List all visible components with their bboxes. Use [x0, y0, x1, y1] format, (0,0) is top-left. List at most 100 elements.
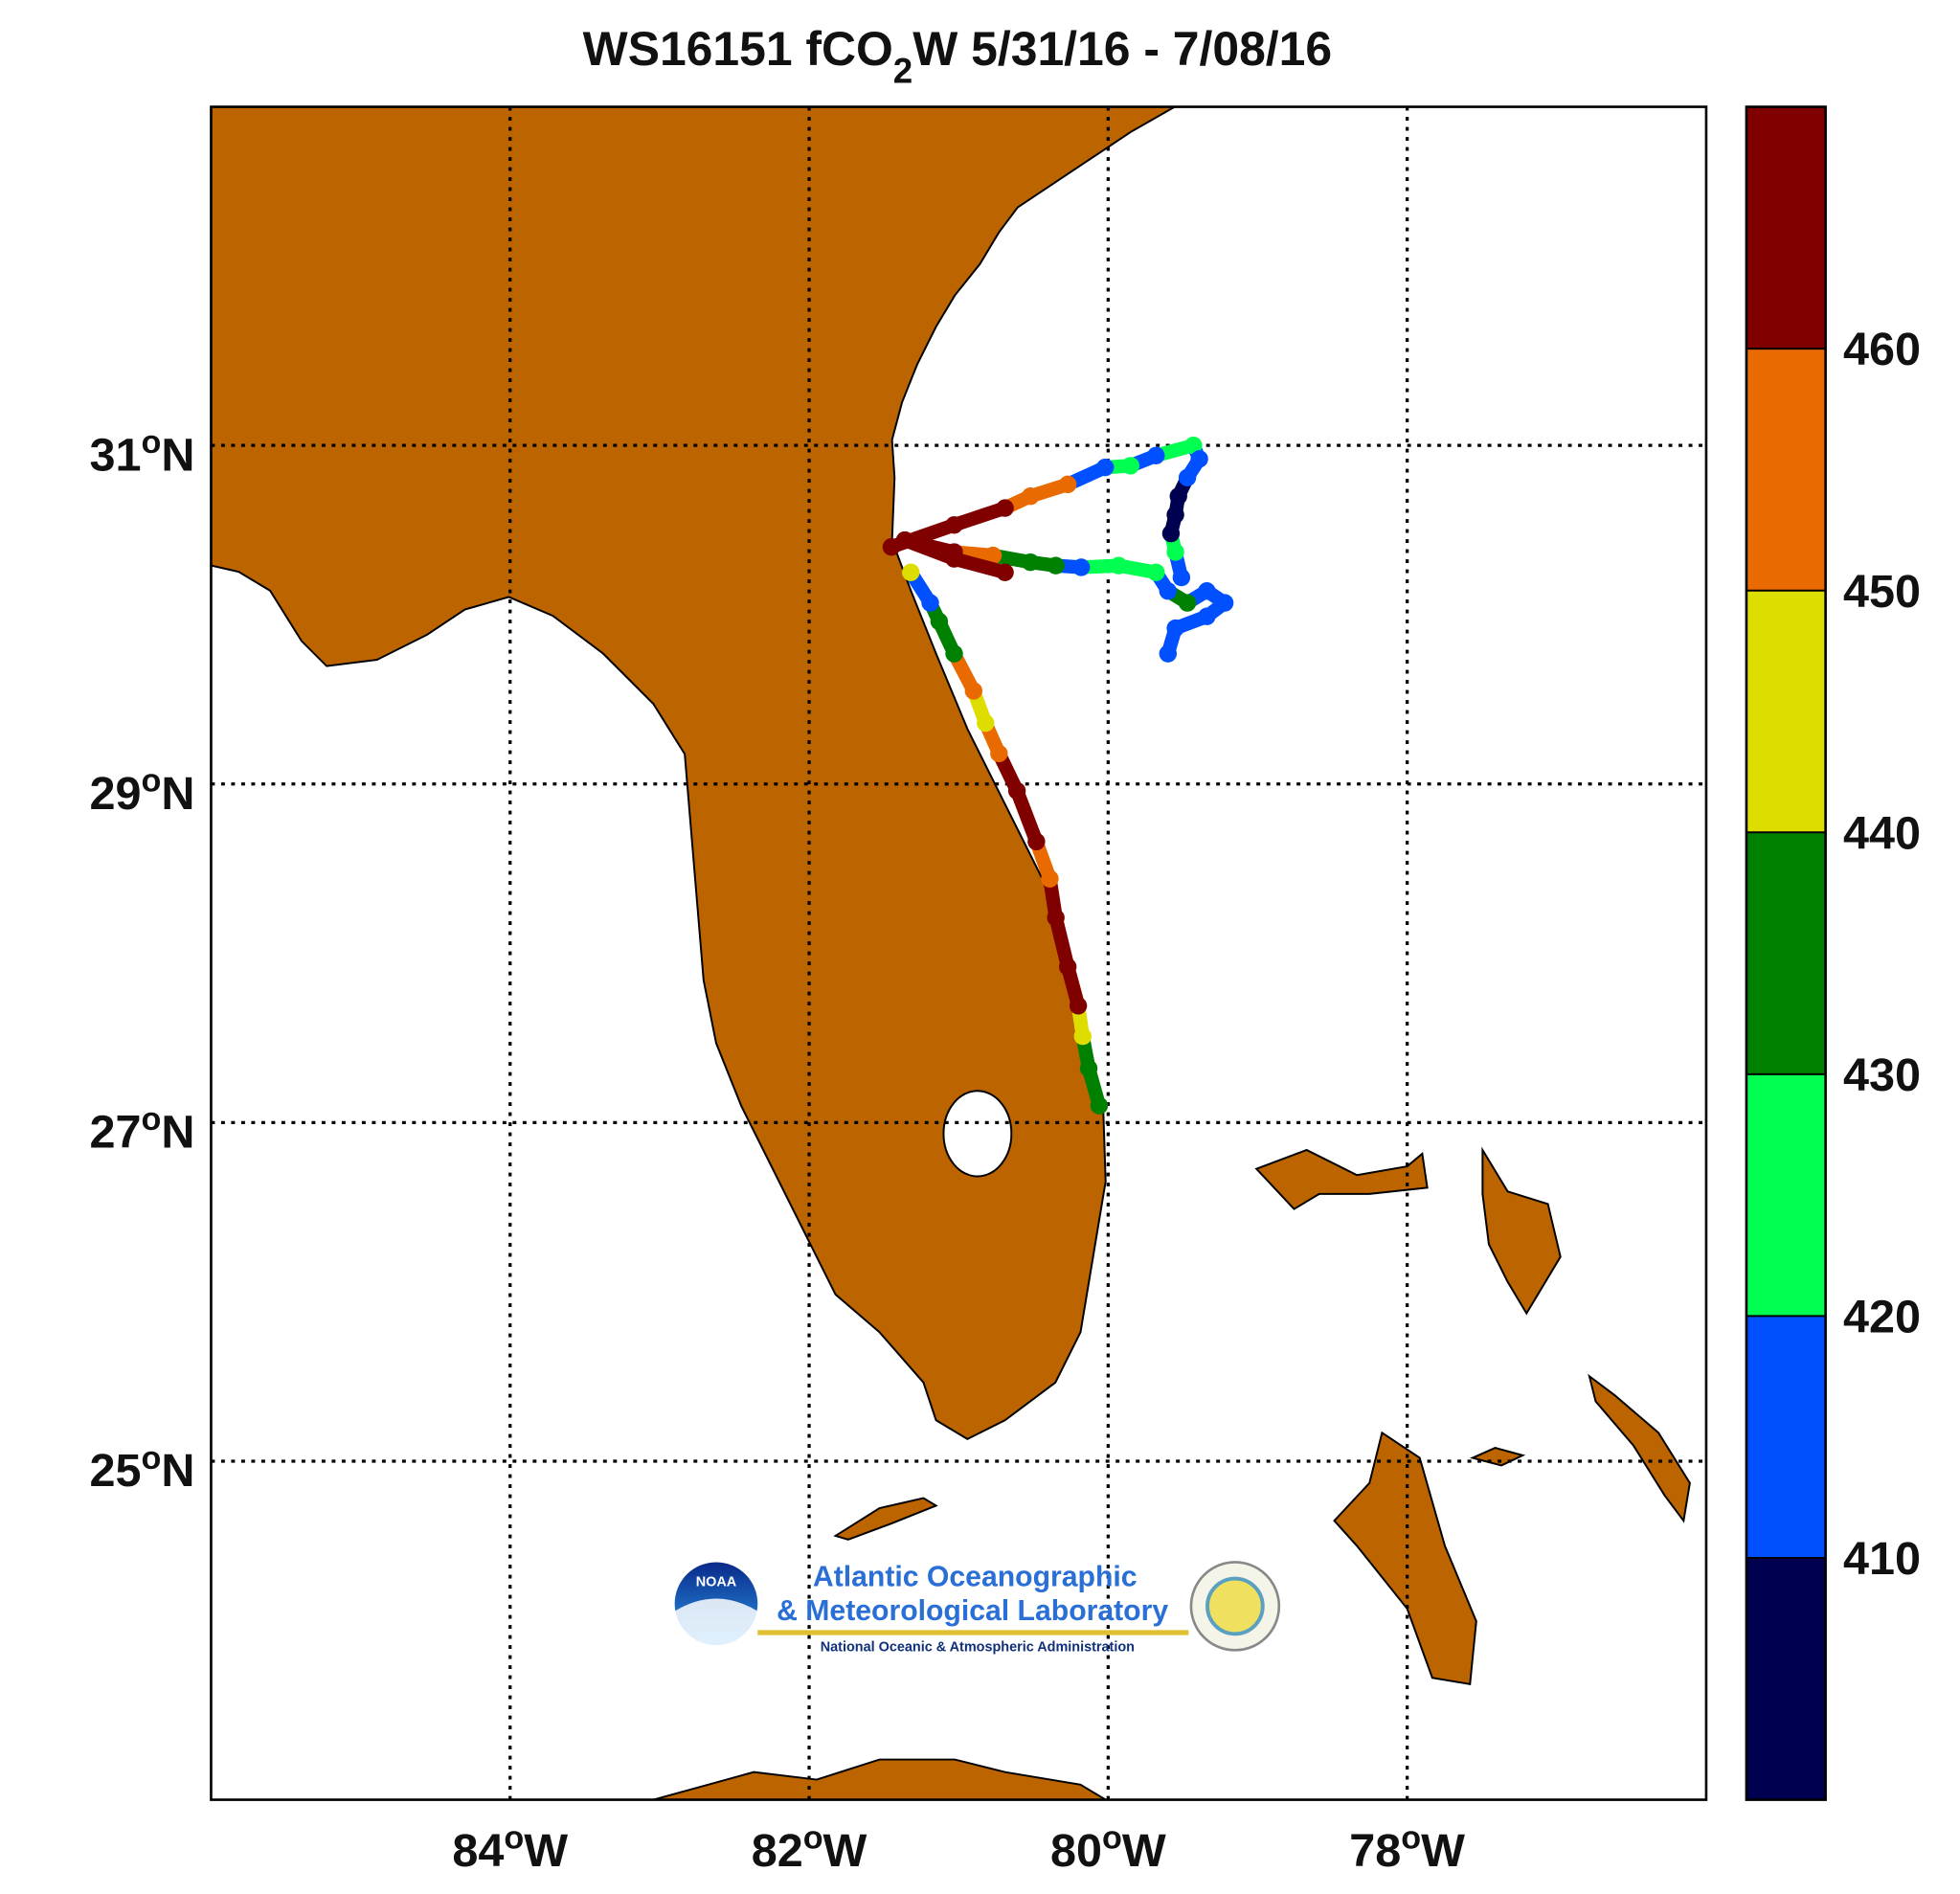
track-point	[882, 538, 901, 556]
track-segment	[947, 501, 1012, 532]
degree-sign: o	[803, 1820, 823, 1857]
colorbar-band	[1746, 106, 1826, 349]
track-point	[990, 744, 1008, 763]
track-point	[930, 612, 949, 631]
track-point	[977, 713, 995, 733]
x-tick-label: 82oW	[752, 1820, 867, 1877]
track-point	[902, 563, 920, 581]
tick-number: 80	[1050, 1825, 1102, 1877]
track-point	[1178, 594, 1197, 612]
track-point	[1007, 781, 1026, 800]
x-tick-label: 78oW	[1349, 1820, 1465, 1877]
colorbar-tick-label: 410	[1843, 1533, 1921, 1585]
degree-sign: o	[1102, 1820, 1122, 1857]
x-tick-label: 80oW	[1050, 1820, 1166, 1877]
hemisphere: N	[161, 1107, 194, 1159]
track-point	[1073, 1027, 1092, 1046]
tick-number: 78	[1349, 1825, 1401, 1877]
track-point	[996, 563, 1014, 581]
track-point	[1184, 436, 1203, 455]
track-point	[1166, 506, 1184, 524]
logo-line2: & Meteorological Laboratory	[777, 1595, 1168, 1627]
track-point	[1047, 909, 1065, 927]
track-point	[1079, 1059, 1098, 1077]
hemisphere: W	[1122, 1825, 1166, 1877]
track-point	[1147, 446, 1165, 464]
noaa-wave	[674, 1598, 758, 1653]
track-point	[1121, 457, 1139, 475]
x-tick-label: 84oW	[452, 1820, 568, 1877]
track-point	[1172, 568, 1191, 587]
florida	[211, 106, 1177, 1440]
colorbar-band	[1746, 1073, 1826, 1317]
track-point	[1096, 458, 1115, 477]
land	[211, 106, 1691, 1800]
y-tick-label: 31oN	[89, 424, 194, 481]
hemisphere: N	[161, 768, 194, 820]
degree-sign: o	[141, 1440, 161, 1477]
track-point	[1161, 524, 1181, 543]
colorbar-band	[1746, 1316, 1826, 1558]
lake-okeechobee	[942, 1090, 1013, 1178]
track-point	[1166, 619, 1184, 638]
hemisphere: W	[1421, 1825, 1465, 1877]
track-point	[1021, 487, 1040, 506]
track-point	[945, 550, 963, 568]
title-suffix: W 5/31/16 - 7/08/16	[912, 22, 1332, 76]
tick-number: 31	[89, 429, 141, 481]
cuba	[653, 1758, 1108, 1800]
degree-sign: o	[141, 763, 161, 800]
degree-sign: o	[504, 1820, 524, 1857]
track-point	[1110, 556, 1128, 575]
tick-number: 84	[452, 1825, 504, 1877]
y-tick-label: 27oN	[89, 1101, 194, 1158]
eleuthera	[1588, 1373, 1691, 1523]
ship-track	[882, 436, 1234, 1115]
tick-number: 82	[752, 1825, 803, 1877]
colorbar-band	[1746, 590, 1826, 833]
colorbar-band	[1746, 832, 1826, 1074]
track-point	[1198, 582, 1216, 600]
track-point	[996, 499, 1014, 517]
colorbar-tick-label: 450	[1843, 566, 1921, 618]
map-frame	[210, 105, 1708, 1801]
tick-number: 25	[89, 1445, 141, 1497]
track-point	[1215, 594, 1234, 612]
track-point	[945, 516, 963, 534]
track-point	[1027, 832, 1046, 851]
logo-rule	[757, 1630, 1189, 1635]
hemisphere: N	[161, 1445, 194, 1497]
aoml-emblem-inner	[1205, 1576, 1265, 1636]
y-tick-label: 29oN	[89, 763, 194, 820]
track-point	[964, 682, 982, 700]
track-point	[1058, 958, 1077, 976]
y-tick-label: 25oN	[89, 1440, 194, 1497]
florida-keys	[833, 1497, 938, 1541]
track-segment	[1009, 783, 1044, 849]
noaa-badge-text: NOAA	[696, 1574, 737, 1590]
tick-number: 27	[89, 1107, 141, 1159]
track-point	[1178, 468, 1197, 486]
logo-line1: Atlantic Oceanographic	[813, 1561, 1138, 1592]
track-point	[1072, 558, 1091, 576]
logo: NOAA Atlantic Oceanographic & Meteorolog…	[674, 1561, 1281, 1656]
grid	[211, 106, 1706, 1800]
abaco	[1481, 1146, 1562, 1316]
track-point	[1166, 543, 1184, 561]
andros	[1333, 1431, 1477, 1685]
track-point	[1159, 644, 1177, 663]
hemisphere: W	[823, 1825, 867, 1877]
track-point	[1047, 556, 1065, 575]
logo-line3: National Oceanic & Atmospheric Administr…	[821, 1640, 1135, 1656]
colorbar-frame	[1745, 105, 1827, 1801]
degree-sign: o	[141, 424, 161, 461]
title-subscript: 2	[893, 52, 912, 91]
colorbar-band	[1746, 1557, 1826, 1800]
track-point	[1090, 1096, 1109, 1115]
degree-sign: o	[141, 1101, 161, 1138]
chart-title: WS16151 fCO2W 5/31/16 - 7/08/16	[583, 22, 1332, 90]
track-point	[921, 594, 939, 612]
title-prefix: WS16151 fCO	[583, 22, 893, 76]
